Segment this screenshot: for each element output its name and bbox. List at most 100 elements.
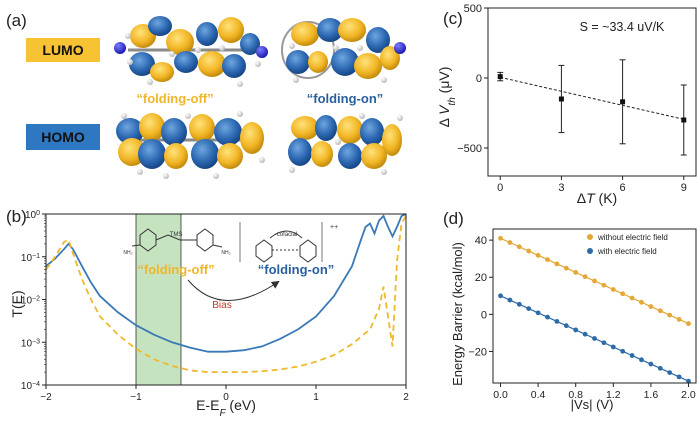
bias-arrow	[187, 279, 280, 301]
d-data-point	[657, 308, 663, 314]
c-ytick-label: −500	[457, 143, 482, 155]
d-data-point	[601, 282, 607, 288]
molecule-inset: TMS NH₂ NH₂ cofacial ++	[123, 222, 338, 263]
d-xtick-label: 0.8	[568, 389, 583, 401]
panel-a-label: (a)	[6, 11, 27, 30]
orbital-homo-folding-off	[116, 111, 265, 179]
d-ylabel: Energy Barrier (kcal/mol)	[450, 242, 465, 386]
legend-with-field: with electric field	[597, 247, 657, 256]
panel-d-label: (d)	[443, 209, 464, 228]
d-data-point	[639, 357, 644, 363]
d-axes-frame	[492, 228, 697, 384]
b-ytick-label: 10−1	[21, 252, 40, 264]
d-data-point	[667, 370, 673, 376]
d-xtick-label: 0.4	[531, 389, 546, 401]
d-data-point	[629, 295, 635, 301]
d-ytick-label: −20	[468, 346, 487, 358]
inset-nh2-left: NH₂	[123, 250, 132, 256]
d-data-point	[573, 270, 579, 275]
c-data-point	[620, 99, 626, 105]
d-data-point	[582, 274, 588, 280]
d-data-point	[592, 336, 597, 341]
d-data-point	[545, 314, 550, 320]
d-data-point	[620, 291, 626, 297]
b-ylabel: T(E)	[9, 290, 25, 317]
inset-nh2-right: NH₂	[221, 250, 230, 256]
d-data-point	[507, 240, 513, 245]
c-xlabel: ΔT (K)	[577, 190, 617, 206]
d-data-point	[676, 374, 682, 380]
d-ytick-label: 40	[475, 235, 487, 247]
d-data-point	[535, 310, 541, 316]
d-data-point	[686, 378, 691, 384]
d-data-point	[573, 327, 579, 333]
d-data-point	[554, 319, 560, 324]
molecule-folding-off-sketch	[131, 228, 223, 252]
c-fit-line	[500, 76, 684, 120]
b-ytick-label: 10−3	[21, 338, 40, 350]
d-data-point	[648, 304, 654, 309]
bias-label: Bias	[212, 300, 231, 311]
d-data-point	[620, 348, 626, 354]
b-xtick-label: −1	[130, 392, 142, 403]
c-ytick-label: 500	[464, 3, 482, 15]
c-xtick-label: 9	[681, 182, 687, 194]
d-data-point	[498, 235, 503, 241]
b-ytick-label: 10−2	[21, 295, 40, 307]
panel-b: (b) T(E) E-EF (eV) 10010−110−210−310−4−2…	[6, 207, 409, 419]
c-xtick-label: 3	[558, 182, 564, 194]
inset-charge: ++	[330, 224, 338, 231]
panel-b-label: (b)	[6, 207, 27, 226]
d-data-point	[507, 297, 513, 303]
molecule-folding-on-sketch	[255, 230, 317, 263]
b-xtick-label: −2	[40, 392, 52, 403]
d-xtick-label: 1.2	[606, 389, 621, 401]
d-data-point	[516, 301, 522, 307]
d-data-point	[667, 312, 673, 318]
lumo-badge	[26, 38, 100, 62]
d-data-point	[554, 261, 560, 267]
energy-window-band	[136, 214, 181, 385]
d-data-point	[657, 365, 663, 371]
panel-d: (d) Energy Barrier (kcal/mol) |Vs| (V) 4…	[443, 209, 697, 412]
b-plot-area: 100 10−1 10−2 10−3 10−4−2 −1 0 1 2	[21, 210, 409, 404]
c-ytick-label: 0	[476, 73, 482, 85]
c-axes-frame	[487, 7, 697, 177]
d-data-point	[498, 293, 503, 299]
b-xlabel: E-EF (eV)	[196, 397, 256, 419]
d-data-point	[686, 321, 691, 327]
d-xtick-label: 2.0	[681, 389, 696, 401]
panel-c: (c) Δ Vth (μV) ΔT (K) S = ~33.4 uV/K 500…	[436, 3, 697, 206]
d-data-point	[526, 248, 532, 254]
orbital-homo-folding-on	[288, 113, 403, 175]
c-data-point	[497, 74, 503, 80]
c-ylabel: Δ Vth (μV)	[436, 67, 458, 128]
legend-marker-with-field	[587, 248, 593, 254]
d-data-point	[676, 316, 682, 322]
d-xlabel: |Vs| (V)	[571, 397, 614, 412]
d-ytick-label: 0	[481, 309, 487, 321]
orbital-lumo-folding-on	[281, 18, 406, 83]
b-xtick-label: 2	[403, 392, 409, 403]
label-folding-off-b: “folding-off”	[137, 262, 214, 277]
d-data-point	[610, 287, 616, 292]
c-xtick-label: 0	[497, 182, 503, 194]
d-plot-area: 40 20 0 −20 0.0 0.4 0.8 1.2 1.6 2.0	[468, 228, 697, 401]
panel-c-label: (c)	[443, 9, 463, 28]
c-plot-area: 500 0 −500 0 3 6 9	[457, 3, 697, 194]
c-xtick-label: 6	[620, 182, 626, 194]
d-data-point	[563, 323, 569, 329]
d-data-point	[592, 278, 597, 284]
d-data-point	[535, 252, 541, 258]
homo-badge	[26, 124, 100, 150]
c-annotation: S = ~33.4 uV/K	[580, 20, 665, 34]
d-xtick-label: 1.6	[644, 389, 659, 401]
d-data-point	[639, 299, 644, 305]
d-data-point	[601, 340, 607, 346]
homo-label: HOMO	[41, 129, 85, 145]
d-ytick-label: 20	[475, 272, 487, 284]
d-xtick-label: 0.0	[493, 389, 508, 401]
b-ytick-label: 100	[25, 210, 40, 222]
label-folding-on-a: “folding-on”	[307, 91, 384, 106]
b-xtick-label: 0	[223, 392, 229, 403]
